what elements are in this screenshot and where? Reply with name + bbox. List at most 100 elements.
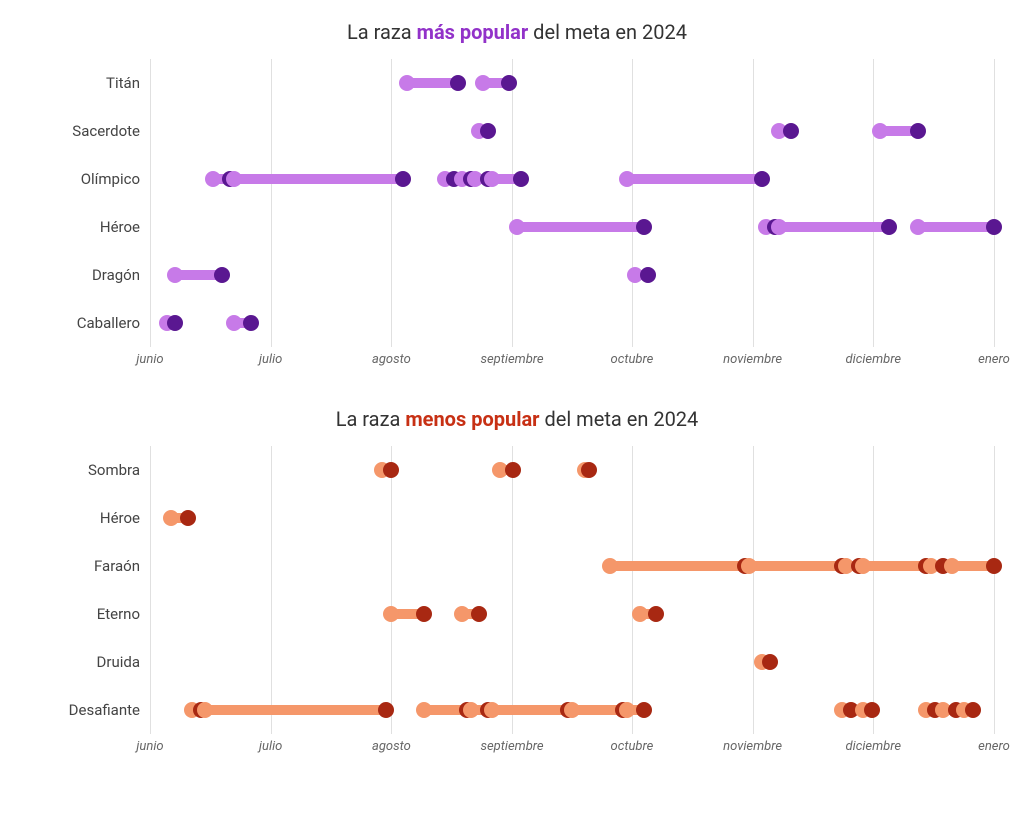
segment-end-dot — [416, 606, 432, 622]
grid-line — [994, 59, 995, 347]
data-row: Héroe — [150, 494, 994, 542]
title-suffix: del meta en 2024 — [528, 20, 687, 44]
charts-root: La raza más popular del meta en 2024 Titá… — [20, 20, 1014, 764]
segment-start-dot — [741, 558, 757, 574]
data-row: Eterno — [150, 590, 994, 638]
segment-start-dot — [632, 606, 648, 622]
segment-start-dot — [226, 171, 242, 187]
segment-line — [627, 174, 762, 184]
segment-start-dot — [910, 219, 926, 235]
title-prefix: La raza — [347, 20, 417, 44]
data-row: Sacerdote — [150, 107, 994, 155]
x-axis-label: junio — [136, 739, 163, 754]
segment-start-dot — [484, 171, 500, 187]
row-label: Héroe — [20, 509, 140, 527]
segment-end-dot — [383, 462, 399, 478]
grid-line — [994, 446, 995, 734]
x-axis-label: septiembre — [480, 352, 543, 367]
segment-end-dot — [480, 123, 496, 139]
segment-end-dot — [243, 315, 259, 331]
segment-start-dot — [564, 702, 580, 718]
segment-start-dot — [855, 558, 871, 574]
segment-start-dot — [484, 702, 500, 718]
segment-line — [863, 561, 926, 571]
segment-end-dot — [378, 702, 394, 718]
x-axis-label: agosto — [372, 739, 411, 754]
x-axis: juniojulioagostoseptiembreoctubrenoviemb… — [150, 352, 994, 377]
data-row: Sombra — [150, 446, 994, 494]
data-row: Faraón — [150, 542, 994, 590]
segment-end-dot — [640, 267, 656, 283]
data-row: Titán — [150, 59, 994, 107]
chart-title: La raza menos popular del meta en 2024 — [20, 407, 1014, 431]
segment-start-dot — [416, 702, 432, 718]
segment-start-dot — [454, 606, 470, 622]
segment-start-dot — [475, 75, 491, 91]
row-label: Eterno — [20, 605, 140, 623]
segment-start-dot — [872, 123, 888, 139]
segment-end-dot — [636, 219, 652, 235]
x-axis-label: junio — [136, 352, 163, 367]
segment-end-dot — [762, 654, 778, 670]
segment-line — [234, 174, 403, 184]
segment-start-dot — [602, 558, 618, 574]
segment-end-dot — [754, 171, 770, 187]
segment-end-dot — [910, 123, 926, 139]
x-axis: juniojulioagostoseptiembreoctubrenoviemb… — [150, 739, 994, 764]
segment-start-dot — [619, 171, 635, 187]
segment-start-dot — [226, 315, 242, 331]
x-axis-label: enero — [978, 739, 1010, 754]
segment-start-dot — [399, 75, 415, 91]
data-row: Caballero — [150, 299, 994, 347]
segment-end-dot — [505, 462, 521, 478]
x-axis-label: agosto — [372, 352, 411, 367]
segment-end-dot — [214, 267, 230, 283]
x-axis-label: octubre — [611, 352, 654, 367]
segment-start-dot — [205, 171, 221, 187]
data-row: Héroe — [150, 203, 994, 251]
row-label: Titán — [20, 74, 140, 92]
segment-start-dot — [383, 606, 399, 622]
row-label: Druida — [20, 653, 140, 671]
segment-line — [205, 705, 386, 715]
segment-start-dot — [944, 558, 960, 574]
plot-area: TitánSacerdoteOlímpicoHéroeDragónCaballe… — [150, 59, 994, 347]
x-axis-label: noviembre — [723, 352, 782, 367]
x-axis-label: julio — [259, 352, 282, 367]
segment-end-dot — [513, 171, 529, 187]
segment-start-dot — [163, 510, 179, 526]
x-axis-label: enero — [978, 352, 1010, 367]
segment-start-dot — [619, 702, 635, 718]
row-label: Sacerdote — [20, 122, 140, 140]
title-suffix: del meta en 2024 — [540, 407, 699, 431]
row-label: Caballero — [20, 314, 140, 332]
chart-title: La raza más popular del meta en 2024 — [20, 20, 1014, 44]
chart-0: La raza más popular del meta en 2024 Titá… — [20, 20, 1014, 377]
data-row: Olímpico — [150, 155, 994, 203]
x-axis-label: diciembre — [846, 352, 902, 367]
segment-line — [918, 222, 994, 232]
row-label: Desafiante — [20, 701, 140, 719]
title-highlight: menos popular — [405, 407, 539, 431]
data-row: Druida — [150, 638, 994, 686]
segment-line — [492, 705, 568, 715]
segment-start-dot — [167, 267, 183, 283]
data-row: Dragón — [150, 251, 994, 299]
x-axis-label: julio — [259, 739, 282, 754]
segment-end-dot — [636, 702, 652, 718]
segment-start-dot — [509, 219, 525, 235]
segment-end-dot — [450, 75, 466, 91]
segment-end-dot — [180, 510, 196, 526]
x-axis-label: noviembre — [723, 739, 782, 754]
segment-end-dot — [965, 702, 981, 718]
row-label: Olímpico — [20, 170, 140, 188]
segment-end-dot — [581, 462, 597, 478]
row-label: Faraón — [20, 557, 140, 575]
x-axis-label: octubre — [611, 739, 654, 754]
segment-line — [610, 561, 745, 571]
x-axis-label: diciembre — [846, 739, 902, 754]
segment-end-dot — [395, 171, 411, 187]
segment-end-dot — [881, 219, 897, 235]
segment-line — [779, 222, 889, 232]
segment-end-dot — [986, 219, 1002, 235]
